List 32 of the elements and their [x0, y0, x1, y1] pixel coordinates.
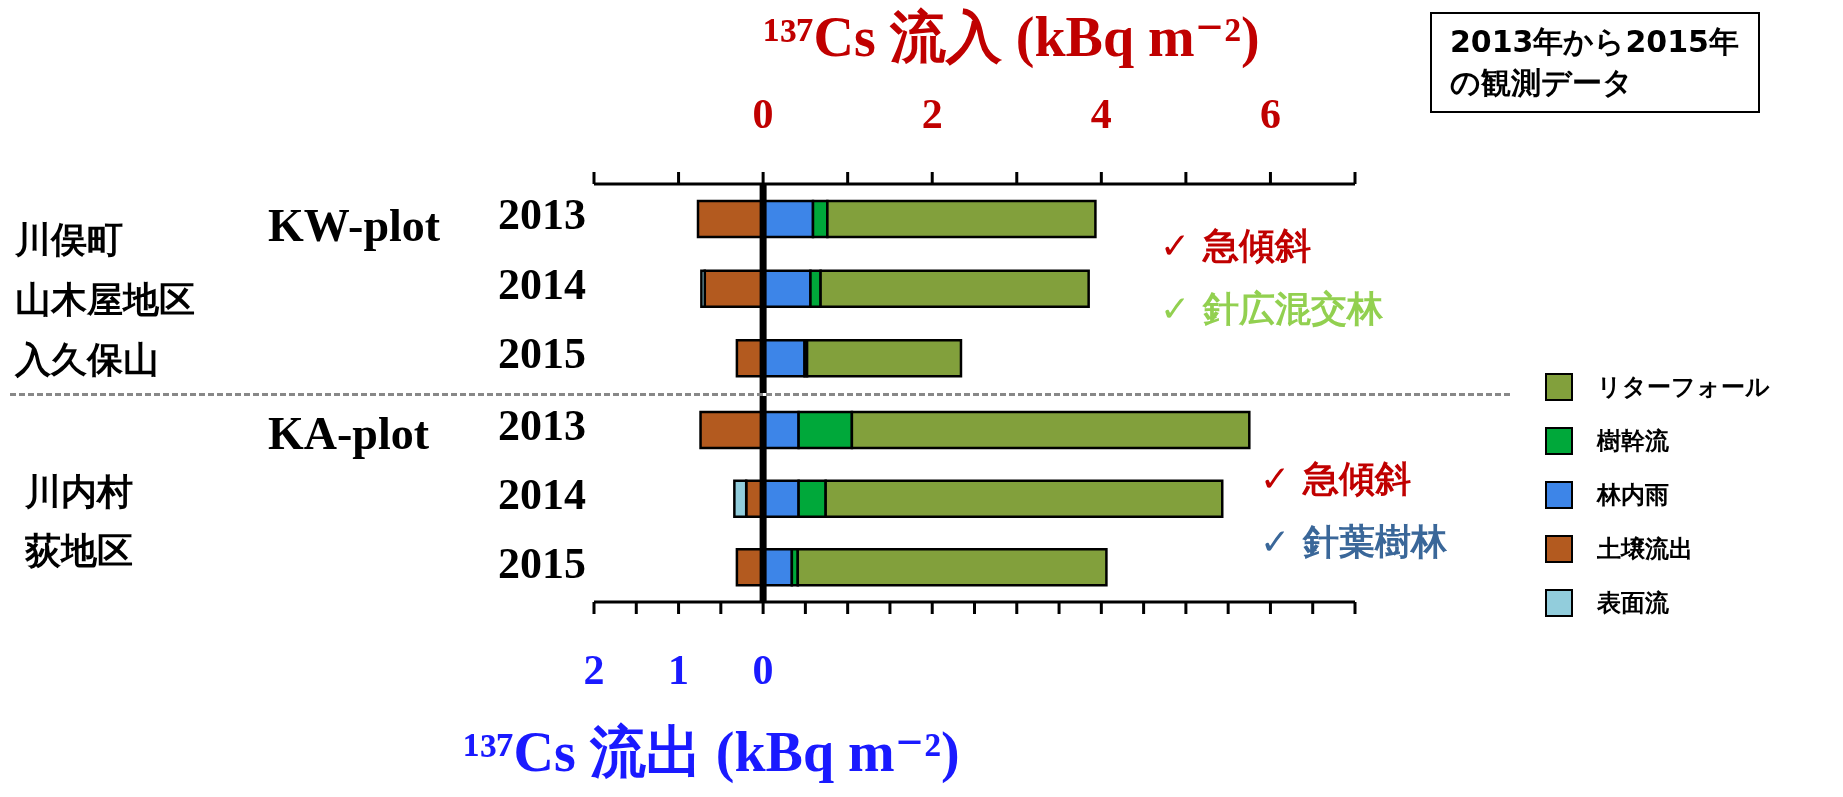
y-tick-label: 2013	[498, 189, 586, 239]
text: 荻地区	[25, 529, 133, 573]
text: KW-plot	[268, 199, 441, 253]
legend-label: 土壌流出	[1597, 534, 1693, 565]
x-tick-label: 2	[583, 646, 605, 693]
text: ✓ 針広混交林	[1160, 287, 1383, 331]
x2-tick-label: 2	[921, 90, 943, 137]
legend-label: 表面流	[1597, 588, 1669, 619]
x2-tick-label: 6	[1259, 90, 1281, 137]
text: ✓ 急傾斜	[1160, 224, 1311, 268]
legend-label: 林内雨	[1597, 480, 1669, 511]
annotation: ✓ 針葉樹林	[1260, 520, 1447, 564]
y-tick-label: 2014	[498, 470, 586, 520]
y-tick-label: 2013	[498, 401, 586, 451]
legend-label: リターフォール	[1597, 372, 1770, 403]
legend-label: 樹幹流	[1597, 426, 1669, 457]
annotation: ✓ 急傾斜	[1260, 457, 1411, 501]
x-tick-label: 0	[752, 646, 774, 693]
x2-tick-label: 0	[752, 90, 774, 137]
y-tick-label: 2015	[498, 329, 586, 379]
x2-tick-label: 4	[1090, 90, 1112, 137]
text: 2013年から2015年の観測データ	[1430, 12, 1760, 113]
text: 川俣町	[15, 218, 123, 262]
y-tick-label: 2015	[498, 538, 586, 588]
text: 川内村	[25, 470, 133, 514]
x2-axis-title: ¹³⁷Cs 流入 (kBq m⁻²)	[763, 6, 1260, 68]
text: 山木屋地区	[15, 278, 195, 322]
text: 入久保山	[15, 338, 159, 382]
x-tick-label: 1	[668, 646, 690, 693]
y-tick-label: 2014	[498, 259, 586, 309]
text: KA-plot	[268, 407, 429, 461]
x-axis-title: ¹³⁷Cs 流出 (kBq m⁻²)	[462, 720, 961, 785]
